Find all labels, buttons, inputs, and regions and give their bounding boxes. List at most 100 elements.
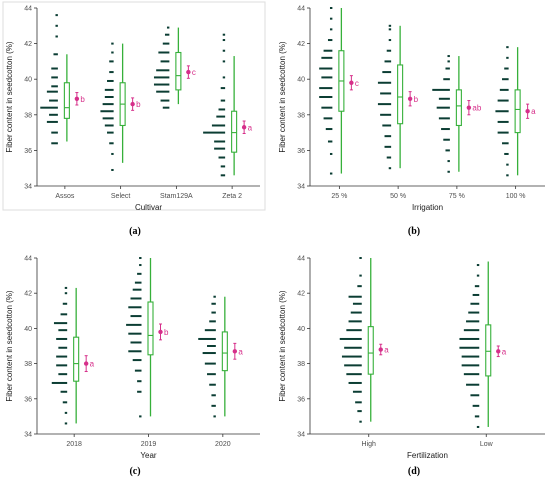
data-dot-group bbox=[204, 362, 216, 365]
data-dot-group bbox=[443, 78, 450, 81]
data-dot-group bbox=[222, 33, 226, 36]
data-dot-group bbox=[46, 120, 58, 123]
mean-point bbox=[241, 125, 247, 130]
box-iqr bbox=[221, 331, 228, 372]
data-dot-group bbox=[377, 103, 392, 106]
y-tick-label: 42 bbox=[24, 41, 32, 48]
data-dot-group bbox=[137, 380, 142, 383]
y-tick-label: 36 bbox=[297, 148, 305, 155]
mean-point bbox=[466, 105, 472, 110]
data-dot-group bbox=[321, 76, 333, 79]
data-dot-group bbox=[319, 67, 333, 70]
data-dot-group bbox=[341, 355, 362, 358]
data-dot-group bbox=[137, 390, 142, 393]
y-tick-label: 36 bbox=[24, 148, 32, 155]
data-dot-group bbox=[357, 285, 362, 288]
dot-strip bbox=[339, 257, 362, 423]
data-dot-group bbox=[384, 60, 392, 63]
data-dot-group bbox=[203, 131, 226, 134]
x-tick-label: 2018 bbox=[66, 441, 82, 448]
data-dot-group bbox=[128, 332, 142, 335]
box-iqr bbox=[397, 64, 404, 125]
data-dot-group bbox=[329, 17, 333, 20]
data-dot-group bbox=[329, 7, 333, 9]
data-dot-group bbox=[476, 264, 480, 267]
data-dot-group bbox=[348, 295, 362, 298]
data-dot-group bbox=[62, 401, 68, 404]
x-tick-label: Assos bbox=[55, 193, 75, 200]
y-tick-label: 42 bbox=[297, 41, 305, 48]
data-dot-group bbox=[104, 124, 114, 127]
data-dot-group bbox=[432, 88, 450, 91]
data-dot-group bbox=[156, 69, 170, 72]
data-dot-group bbox=[344, 346, 362, 349]
x-axis-title: Fertilization bbox=[407, 451, 448, 460]
y-tick-label: 44 bbox=[297, 256, 305, 263]
mean-point bbox=[83, 361, 89, 366]
data-dot-group bbox=[359, 420, 362, 423]
data-dot-group bbox=[60, 313, 68, 316]
data-dot-group bbox=[104, 96, 114, 98]
data-dot-group bbox=[198, 337, 216, 340]
data-dot-group bbox=[436, 106, 450, 109]
y-tick-label: 40 bbox=[24, 77, 32, 84]
y-tick-label: 34 bbox=[24, 184, 32, 191]
data-dot-group bbox=[111, 168, 114, 171]
y-tick-label: 42 bbox=[297, 291, 305, 298]
panel-caption: (b) bbox=[408, 226, 420, 237]
data-dot-group bbox=[222, 60, 226, 63]
data-dot-group bbox=[128, 350, 142, 353]
dot-strip bbox=[459, 264, 480, 428]
significance-letter: c bbox=[355, 79, 359, 88]
data-dot-group bbox=[51, 76, 58, 79]
data-dot-group bbox=[51, 85, 58, 88]
data-dot-group bbox=[319, 96, 333, 98]
data-dot-group bbox=[49, 113, 58, 116]
data-dot-group bbox=[214, 140, 226, 143]
data-dot-group bbox=[211, 394, 216, 397]
dot-strip bbox=[40, 14, 58, 145]
data-dot-group bbox=[128, 306, 142, 309]
data-dot-group bbox=[166, 26, 170, 29]
data-dot-group bbox=[339, 337, 362, 340]
data-dot-group bbox=[346, 373, 362, 376]
data-dot-group bbox=[102, 117, 114, 120]
dot-strip bbox=[100, 42, 114, 171]
chart-panel-1: 34 36 38 40 42 44 Fiber content in seedcotton … bbox=[2, 1, 266, 237]
data-dot-group bbox=[55, 35, 58, 38]
data-dot-group bbox=[60, 390, 68, 393]
data-dot-group bbox=[56, 355, 68, 358]
mean-point bbox=[407, 96, 413, 101]
data-dot-group bbox=[222, 76, 226, 79]
data-dot-group bbox=[220, 99, 226, 102]
data-dot-group bbox=[325, 128, 333, 131]
data-dot-group bbox=[222, 39, 226, 42]
box-iqr bbox=[73, 336, 80, 382]
data-dot-group bbox=[355, 401, 362, 404]
data-dot-group bbox=[327, 39, 333, 42]
mean-point bbox=[525, 109, 530, 114]
data-dot-group bbox=[204, 329, 216, 332]
x-tick-label: 50 % bbox=[390, 193, 406, 200]
data-dot-group bbox=[348, 320, 362, 323]
data-dot-group bbox=[438, 117, 450, 120]
data-dot-group bbox=[220, 174, 226, 177]
data-dot-group bbox=[100, 110, 114, 113]
y-tick-label: 44 bbox=[24, 6, 32, 13]
y-tick-label: 36 bbox=[24, 396, 32, 403]
box-iqr bbox=[455, 89, 462, 127]
data-dot-group bbox=[139, 415, 142, 418]
dot-strip bbox=[319, 7, 333, 175]
box-iqr bbox=[63, 82, 70, 119]
y-axis-title: Fiber content in seedcotton (%) bbox=[5, 41, 14, 153]
data-dot-group bbox=[211, 124, 226, 127]
x-tick-label: High bbox=[362, 441, 377, 448]
data-dot-group bbox=[463, 329, 480, 332]
significance-letter: a bbox=[238, 347, 243, 356]
data-dot-group bbox=[438, 97, 450, 100]
data-dot-group bbox=[323, 49, 333, 52]
data-dot-group bbox=[137, 272, 142, 275]
data-dot-group bbox=[211, 404, 216, 407]
dot-strip bbox=[153, 26, 170, 109]
data-dot-group bbox=[476, 274, 480, 277]
